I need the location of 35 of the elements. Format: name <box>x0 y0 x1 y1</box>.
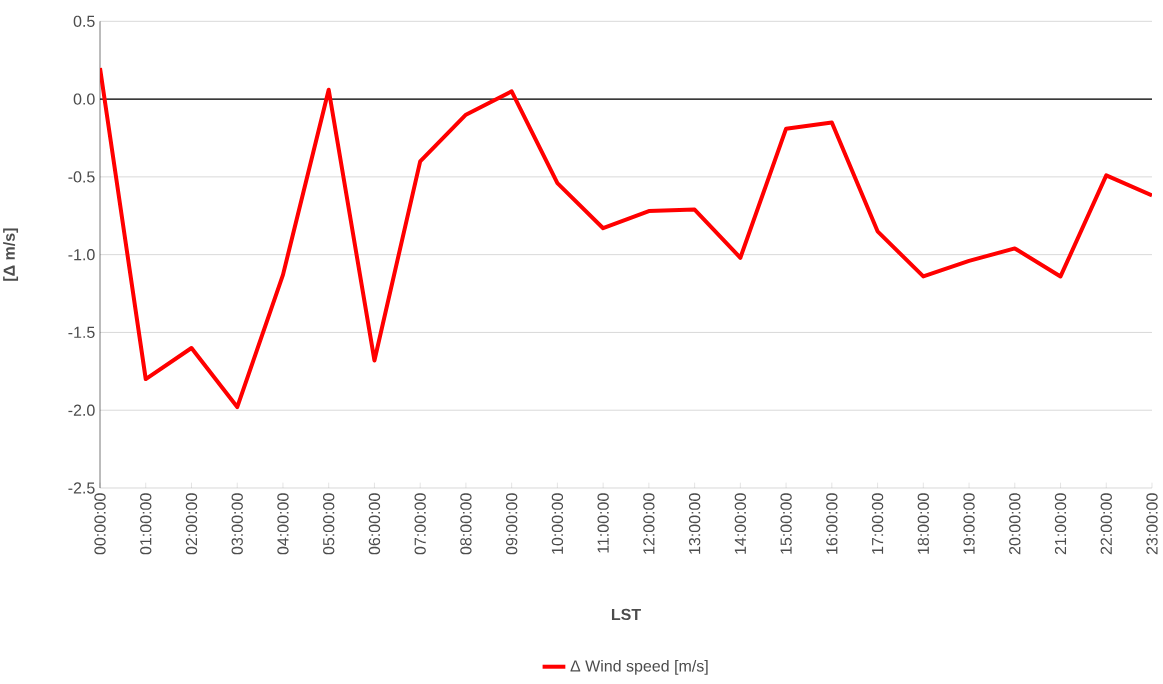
y-tick-label: -1.5 <box>68 326 95 339</box>
y-tick-label: -0.5 <box>68 171 95 183</box>
x-tick-label: 03:00:00 <box>231 493 243 555</box>
x-tick-label: 01:00:00 <box>140 493 152 555</box>
y-axis-title: [Δ m/s] <box>3 228 19 281</box>
x-tick-label: 18:00:00 <box>917 493 929 554</box>
x-tick-label: 04:00:00 <box>277 493 289 555</box>
x-tick-label: 22:00:00 <box>1100 493 1112 555</box>
x-axis-title: LST <box>611 608 641 621</box>
x-tick-label: 14:00:00 <box>734 493 747 554</box>
line-series <box>100 65 1152 410</box>
y-tick-label: -2.0 <box>68 404 95 416</box>
x-tick-label: 08:00:00 <box>460 493 472 555</box>
x-tick-label: 09:00:00 <box>506 493 518 555</box>
x-tick-label: 02:00:00 <box>185 493 198 555</box>
x-tick-label: 12:00:00 <box>643 493 655 554</box>
y-tick-label: -2.5 <box>68 482 95 494</box>
x-tick-label: 21:00:00 <box>1054 493 1067 555</box>
y-tick-label: -1.0 <box>68 249 95 261</box>
y-tick-label: 0.0 <box>73 93 95 105</box>
x-tick-label: 17:00:00 <box>871 493 884 554</box>
x-tick-label: 06:00:00 <box>368 493 381 555</box>
x-tick-label: 16:00:00 <box>826 493 838 554</box>
x-tick-label: 15:00:00 <box>780 493 792 554</box>
y-tick-label: 0.5 <box>73 15 95 27</box>
x-tick-label: 07:00:00 <box>414 493 426 555</box>
x-tick-label: 11:00:00 <box>597 493 609 553</box>
x-tick-label: 00:00:00 <box>94 493 106 555</box>
x-tick-label: 20:00:00 <box>1009 493 1021 555</box>
x-tick-label: 23:00:00 <box>1146 493 1158 555</box>
legend-label: Δ Wind speed [m/s] <box>570 659 708 675</box>
x-tick-label: 10:00:00 <box>551 493 564 554</box>
x-tick-label: 05:00:00 <box>323 493 335 555</box>
x-tick-label: 13:00:00 <box>688 493 701 554</box>
x-tick-label: 19:00:00 <box>963 493 975 554</box>
